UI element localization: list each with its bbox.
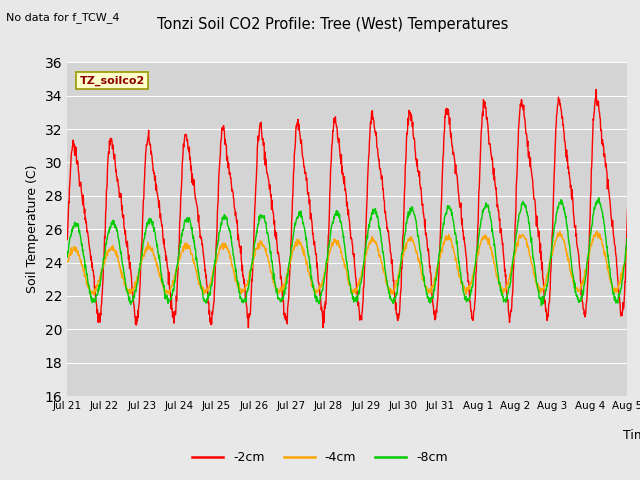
Line: -2cm: -2cm [67,89,640,328]
-8cm [633,193,640,199]
-2cm [319,325,327,331]
-8cm [369,209,376,215]
Text: TZ_soilco2: TZ_soilco2 [79,76,145,86]
Line: -8cm: -8cm [67,196,640,306]
-8cm [170,285,178,290]
-4cm [476,245,483,251]
-2cm [593,86,600,92]
-8cm [475,233,483,239]
-8cm [333,210,341,216]
-2cm [623,233,630,239]
-8cm [623,243,630,249]
-8cm [538,303,545,309]
-2cm [75,168,83,174]
-4cm [623,251,630,257]
-4cm [75,251,83,257]
Y-axis label: Soil Temperature (C): Soil Temperature (C) [26,165,39,293]
Text: No data for f_TCW_4: No data for f_TCW_4 [6,12,120,23]
-2cm [334,135,342,141]
X-axis label: Time: Time [623,429,640,443]
-2cm [63,237,71,242]
-4cm [63,259,71,264]
-4cm [334,239,342,244]
-4cm [630,222,638,228]
-8cm [63,254,71,260]
-2cm [369,115,377,120]
-2cm [170,320,178,326]
-8cm [75,221,83,227]
Legend: -2cm, -4cm, -8cm: -2cm, -4cm, -8cm [187,446,453,469]
-4cm [171,273,179,279]
-4cm [369,239,377,244]
Text: Tonzi Soil CO2 Profile: Tree (West) Temperatures: Tonzi Soil CO2 Profile: Tree (West) Temp… [157,17,509,32]
-2cm [476,185,483,191]
Line: -4cm: -4cm [67,225,640,295]
-4cm [90,292,98,298]
